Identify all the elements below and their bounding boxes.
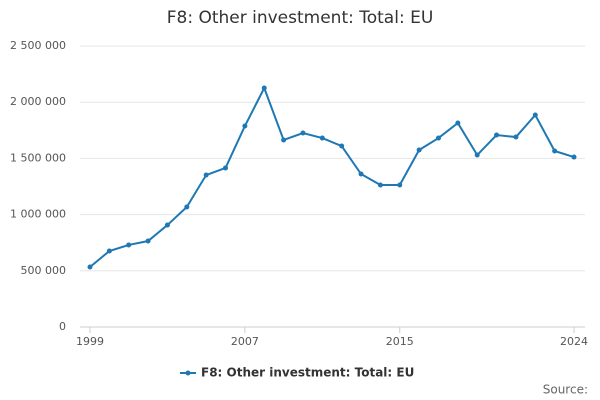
point (513, 134, 519, 140)
y-tick-label: 1 500 000 (10, 151, 66, 164)
point (339, 143, 345, 149)
point (281, 137, 287, 143)
point (242, 123, 248, 129)
point (223, 165, 229, 171)
legend-marker (185, 370, 191, 376)
point (319, 135, 325, 141)
point (87, 264, 93, 270)
point (397, 182, 403, 188)
point (300, 130, 306, 136)
y-tick-label: 2 500 000 (10, 39, 66, 52)
series-line (89, 85, 575, 268)
point (435, 135, 441, 141)
point (532, 112, 538, 118)
x-tick-label: 1999 (76, 335, 104, 348)
legend-label: F8: Other investment: Total: EU (201, 366, 414, 380)
point (184, 204, 190, 210)
point (203, 172, 209, 178)
point (494, 132, 500, 138)
point (261, 85, 267, 91)
y-tick-label: 500 000 (21, 264, 67, 277)
point (416, 147, 422, 153)
point (571, 154, 577, 160)
point (145, 238, 151, 244)
source: Source: (543, 383, 588, 397)
point (164, 222, 170, 228)
y-tick-label: 2 000 000 (10, 95, 66, 108)
point (358, 171, 364, 177)
point (474, 152, 480, 158)
point (106, 248, 112, 254)
x-tick-label: 2024 (560, 335, 588, 348)
y-tick-label: 1 000 000 (10, 208, 66, 221)
x-tick-label: 2007 (231, 335, 259, 348)
chart-title: F8: Other investment: Total: EU (167, 8, 434, 28)
point (455, 120, 461, 126)
point (126, 242, 132, 248)
point (552, 148, 558, 154)
point (377, 182, 383, 188)
x-tick-label: 2015 (386, 335, 414, 348)
y-tick-label: 0 (59, 320, 66, 333)
